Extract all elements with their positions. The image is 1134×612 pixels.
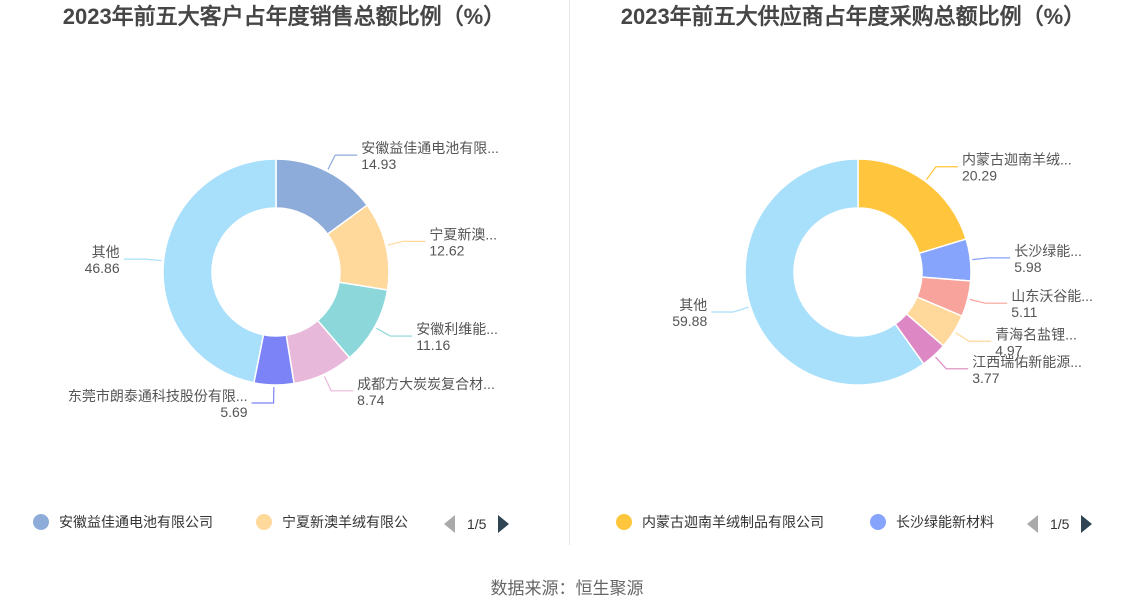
slice-label: 内蒙古迦南羊绒... — [962, 152, 1072, 168]
slice-value-label: 8.74 — [357, 392, 384, 408]
legend-label: 宁夏新澳羊绒有限公 — [282, 514, 408, 530]
label-leader-line — [327, 154, 358, 170]
customer-donut-chart: 安徽益佳通电池有限...14.93 宁夏新澳...12.62 安徽利维能...11.… — [68, 140, 499, 420]
slice-label: 江西瑞佑新能源... — [972, 354, 1082, 370]
label-leader-line — [972, 257, 1011, 261]
data-source-note: 数据来源：恒生聚源 — [490, 579, 644, 598]
slice-value-label: 12.62 — [429, 242, 464, 258]
supplier-chart-panel: 2023年前五大供应商占年度采购总额比例（%） 内蒙古迦南羊绒... 20.29 长… — [572, 0, 1134, 545]
supplier-donut-chart: 内蒙古迦南羊绒...20.29 长沙绿能...5.98 山东沃谷能...5.11 青海… — [672, 152, 1093, 386]
label-leader-line — [251, 386, 275, 404]
pie-slice[interactable] — [857, 158, 968, 255]
chart-title: 2023年前五大客户占年度销售总额比例（%） — [62, 4, 506, 29]
slice-value-label: 5.11 — [1011, 304, 1037, 320]
legend-marker — [33, 514, 49, 530]
slice-value-label: 4.97 — [995, 342, 1022, 358]
legend-item[interactable]: 宁夏新澳羊绒有限公 — [256, 512, 408, 532]
slice-label: 东莞市朗泰通科技股份有限... — [68, 388, 248, 404]
customer-chart-panel: 2023年前五大客户占年度销售总额比例（%） 安徽益佳通电池有限... 14.93… — [0, 0, 568, 545]
slice-value-label: 20.29 — [962, 168, 997, 184]
chart-title: 2023年前五大供应商占年度采购总额比例（%） — [620, 4, 1086, 29]
next-page-icon[interactable] — [1081, 515, 1093, 533]
slice-value-label: 46.86 — [85, 260, 120, 276]
slice-label: 安徽利维能... — [416, 321, 498, 337]
slice-label: 成都方大炭炭复合材... — [357, 376, 495, 392]
slice-value-label: 5.69 — [220, 404, 247, 420]
legend-item[interactable]: 内蒙古迦南羊绒制品有限公司 — [616, 512, 824, 532]
pager-text: 1/5 — [467, 516, 487, 532]
pie-slice[interactable] — [744, 158, 925, 386]
slice-label: 宁夏新澳... — [429, 226, 497, 242]
slice-label: 青海名盐锂... — [995, 326, 1077, 342]
legend-label: 长沙绿能新材料 — [896, 514, 994, 530]
legend-marker — [870, 514, 886, 530]
legend-item[interactable]: 长沙绿能新材料 — [870, 512, 994, 532]
prev-page-icon[interactable] — [1027, 515, 1038, 533]
slice-value-label: 5.98 — [1014, 259, 1041, 275]
legend-label: 安徽益佳通电池有限公司 — [59, 514, 213, 530]
label-leader-line — [387, 240, 426, 246]
label-leader-line — [123, 258, 162, 262]
pager-text: 1/5 — [1050, 516, 1070, 532]
slice-label: 长沙绿能... — [1014, 243, 1082, 259]
slice-label: 其他 — [92, 244, 120, 260]
legend-marker — [616, 514, 632, 530]
legend-pager: 1/5 — [1027, 515, 1093, 533]
prev-page-icon[interactable] — [444, 515, 455, 533]
slice-value-label: 14.93 — [361, 156, 396, 172]
slice-value-label: 11.16 — [416, 337, 450, 353]
slice-value-label: 59.88 — [672, 313, 707, 329]
label-leader-line — [376, 327, 413, 337]
pie-slice[interactable] — [162, 158, 277, 384]
label-leader-line — [323, 376, 354, 392]
slice-label: 其他 — [679, 297, 707, 313]
legend-pager: 1/5 — [444, 515, 510, 533]
slice-label: 安徽益佳通电池有限... — [361, 140, 499, 156]
next-page-icon[interactable] — [498, 515, 510, 533]
legend-item[interactable]: 安徽益佳通电池有限公司 — [33, 512, 213, 532]
label-leader-line — [925, 166, 958, 180]
label-leader-line — [935, 356, 969, 370]
label-leader-line — [711, 306, 749, 313]
slice-value-label: 3.77 — [972, 370, 999, 386]
legend-marker — [256, 514, 272, 530]
label-leader-line — [969, 298, 1008, 304]
legend-label: 内蒙古迦南羊绒制品有限公司 — [642, 514, 824, 530]
panel-divider — [569, 0, 570, 545]
label-leader-line — [955, 332, 992, 342]
slice-label: 山东沃谷能... — [1011, 288, 1093, 304]
